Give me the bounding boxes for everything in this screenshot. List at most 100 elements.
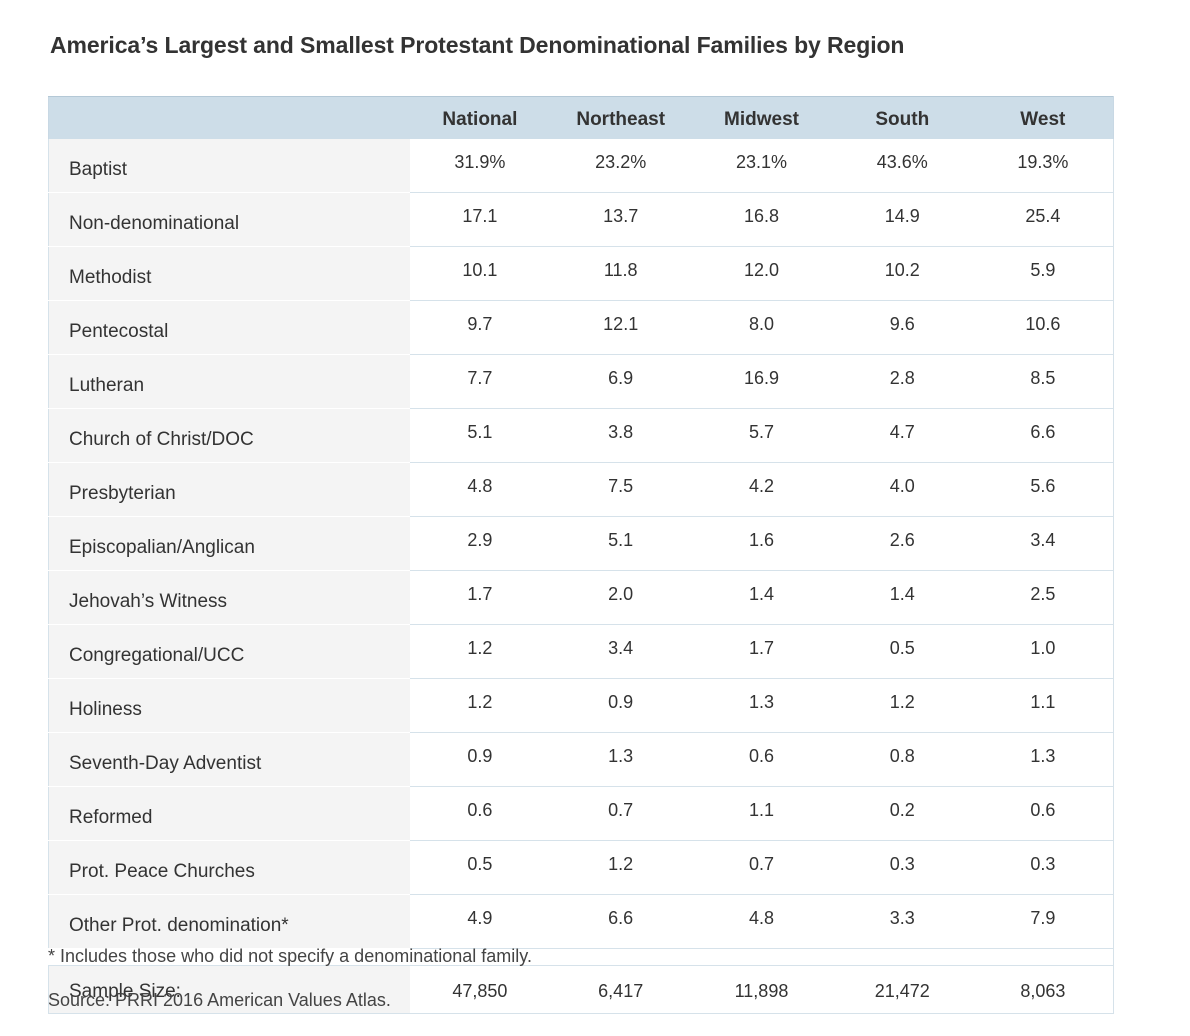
spacer-row bbox=[48, 948, 1114, 966]
table-title: America’s Largest and Smallest Protestan… bbox=[50, 32, 905, 58]
cell-south: 0.5 bbox=[831, 624, 973, 679]
row-label: Presbyterian bbox=[48, 462, 410, 517]
cell-national: 31.9% bbox=[409, 139, 551, 193]
cell-west: 10.6 bbox=[972, 300, 1114, 355]
cell-south: 1.4 bbox=[831, 570, 973, 625]
column-header-northeast: Northeast bbox=[550, 96, 692, 139]
cell-national: 4.8 bbox=[409, 462, 551, 517]
cell-south: 0.3 bbox=[831, 840, 973, 895]
cell-national: 2.9 bbox=[409, 516, 551, 571]
row-label: Other Prot. denomination* bbox=[48, 894, 410, 949]
row-label: Methodist bbox=[48, 246, 410, 301]
cell-midwest: 1.1 bbox=[691, 786, 832, 841]
sample-size-row: Sample Size: 47,850 6,417 11,898 21,472 … bbox=[48, 965, 1114, 1014]
cell-northeast: 0.9 bbox=[550, 678, 692, 733]
source-note: Source: PRRI 2016 American Values Atlas. bbox=[48, 990, 391, 1010]
cell-midwest: 4.8 bbox=[691, 894, 832, 949]
row-label: Holiness bbox=[48, 678, 410, 733]
cell-west: 25.4 bbox=[972, 192, 1114, 247]
denomination-table: National Northeast Midwest South West Ba… bbox=[48, 96, 1114, 1014]
cell-northeast: 6.6 bbox=[550, 894, 692, 949]
cell-national: 0.6 bbox=[409, 786, 551, 841]
table-row: Holiness 1.2 0.9 1.3 1.2 1.1 bbox=[48, 678, 1114, 733]
cell-south: 0.2 bbox=[831, 786, 973, 841]
row-label: Congregational/UCC bbox=[48, 624, 410, 679]
row-label: Prot. Peace Churches bbox=[48, 840, 410, 895]
cell-northeast: 1.2 bbox=[550, 840, 692, 895]
row-label: Episcopalian/Anglican bbox=[48, 516, 410, 571]
cell-midwest: 0.6 bbox=[691, 732, 832, 787]
cell-midwest: 1.4 bbox=[691, 570, 832, 625]
cell-midwest: 16.9 bbox=[691, 354, 832, 409]
cell-south: 4.0 bbox=[831, 462, 973, 517]
cell-midwest: 1.7 bbox=[691, 624, 832, 679]
table-row: Methodist 10.1 11.8 12.0 10.2 5.9 bbox=[48, 246, 1114, 301]
sample-size-label: Sample Size: bbox=[48, 965, 410, 1014]
cell-midwest: 12.0 bbox=[691, 246, 832, 301]
table-row: Non-denominational 17.1 13.7 16.8 14.9 25.4 bbox=[48, 192, 1114, 247]
cell-south: 43.6% bbox=[831, 139, 973, 193]
cell-northeast: 7.5 bbox=[550, 462, 692, 517]
table-row: Seventh-Day Adventist 0.9 1.3 0.6 0.8 1.3 bbox=[48, 732, 1114, 787]
cell-national: 10.1 bbox=[409, 246, 551, 301]
cell-northeast: 23.2% bbox=[550, 139, 692, 193]
cell-south: 10.2 bbox=[831, 246, 973, 301]
row-label: Reformed bbox=[48, 786, 410, 841]
header-row: National Northeast Midwest South West bbox=[48, 96, 1114, 139]
cell-northeast: 2.0 bbox=[550, 570, 692, 625]
cell-south: 4.7 bbox=[831, 408, 973, 463]
cell-national: 7.7 bbox=[409, 354, 551, 409]
row-label: Pentecostal bbox=[48, 300, 410, 355]
cell-national: 1.2 bbox=[409, 624, 551, 679]
table-row: Pentecostal 9.7 12.1 8.0 9.6 10.6 bbox=[48, 300, 1114, 355]
sample-size-south: 21,472 bbox=[831, 965, 973, 1014]
row-label: Church of Christ/DOC bbox=[48, 408, 410, 463]
cell-west: 5.9 bbox=[972, 246, 1114, 301]
table-row: Prot. Peace Churches 0.5 1.2 0.7 0.3 0.3 bbox=[48, 840, 1114, 895]
cell-northeast: 1.3 bbox=[550, 732, 692, 787]
table-row: Congregational/UCC 1.2 3.4 1.7 0.5 1.0 bbox=[48, 624, 1114, 679]
cell-west: 6.6 bbox=[972, 408, 1114, 463]
cell-national: 9.7 bbox=[409, 300, 551, 355]
cell-south: 1.2 bbox=[831, 678, 973, 733]
cell-midwest: 4.2 bbox=[691, 462, 832, 517]
cell-northeast: 0.7 bbox=[550, 786, 692, 841]
cell-west: 5.6 bbox=[972, 462, 1114, 517]
cell-northeast: 5.1 bbox=[550, 516, 692, 571]
cell-west: 0.3 bbox=[972, 840, 1114, 895]
row-label: Baptist bbox=[48, 139, 410, 193]
row-label: Non-denominational bbox=[48, 192, 410, 247]
cell-south: 0.8 bbox=[831, 732, 973, 787]
table-row: Church of Christ/DOC 5.1 3.8 5.7 4.7 6.6 bbox=[48, 408, 1114, 463]
cell-west: 1.0 bbox=[972, 624, 1114, 679]
column-header-national: National bbox=[409, 96, 551, 139]
cell-west: 1.1 bbox=[972, 678, 1114, 733]
cell-national: 0.5 bbox=[409, 840, 551, 895]
cell-northeast: 12.1 bbox=[550, 300, 692, 355]
table-row: Baptist 31.9% 23.2% 23.1% 43.6% 19.3% bbox=[48, 139, 1114, 193]
cell-midwest: 23.1% bbox=[691, 139, 832, 193]
cell-south: 9.6 bbox=[831, 300, 973, 355]
sample-size-northeast: 6,417 bbox=[550, 965, 692, 1014]
cell-midwest: 0.7 bbox=[691, 840, 832, 895]
cell-south: 2.8 bbox=[831, 354, 973, 409]
table-row: Lutheran 7.7 6.9 16.9 2.8 8.5 bbox=[48, 354, 1114, 409]
cell-northeast: 11.8 bbox=[550, 246, 692, 301]
cell-northeast: 6.9 bbox=[550, 354, 692, 409]
column-header-west: West bbox=[972, 96, 1114, 139]
footnote: * Includes those who did not specify a d… bbox=[48, 946, 532, 966]
cell-national: 17.1 bbox=[409, 192, 551, 247]
cell-national: 5.1 bbox=[409, 408, 551, 463]
header-corner bbox=[48, 96, 410, 139]
table-row: Other Prot. denomination* 4.9 6.6 4.8 3.3 7.9 bbox=[48, 894, 1114, 949]
column-header-midwest: Midwest bbox=[691, 96, 832, 139]
cell-northeast: 3.4 bbox=[550, 624, 692, 679]
cell-midwest: 1.3 bbox=[691, 678, 832, 733]
cell-west: 19.3% bbox=[972, 139, 1114, 193]
cell-national: 0.9 bbox=[409, 732, 551, 787]
sample-size-midwest: 11,898 bbox=[691, 965, 832, 1014]
cell-national: 1.7 bbox=[409, 570, 551, 625]
cell-national: 1.2 bbox=[409, 678, 551, 733]
cell-midwest: 8.0 bbox=[691, 300, 832, 355]
cell-national: 4.9 bbox=[409, 894, 551, 949]
